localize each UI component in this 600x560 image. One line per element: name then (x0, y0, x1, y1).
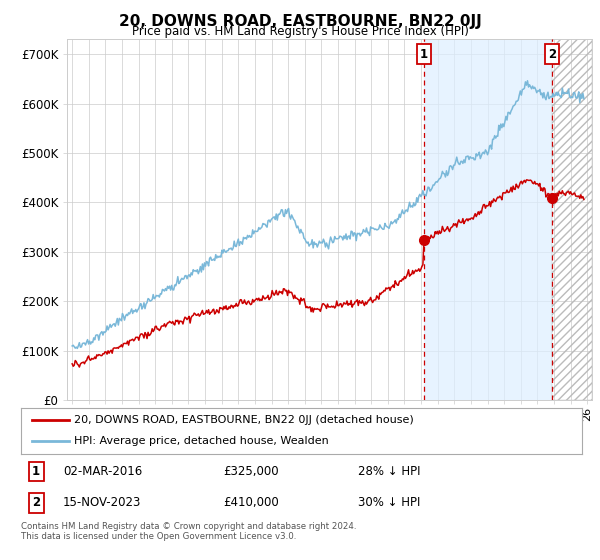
Bar (424, 39, 552, 400)
Text: 28% ↓ HPI: 28% ↓ HPI (358, 465, 420, 478)
Text: 20, DOWNS ROAD, EASTBOURNE, BN22 0JJ (detached house): 20, DOWNS ROAD, EASTBOURNE, BN22 0JJ (de… (74, 415, 414, 425)
Bar (552, 39, 592, 400)
Bar (552, 39, 592, 400)
Text: Price paid vs. HM Land Registry's House Price Index (HPI): Price paid vs. HM Land Registry's House … (131, 25, 469, 38)
Text: 20, DOWNS ROAD, EASTBOURNE, BN22 0JJ: 20, DOWNS ROAD, EASTBOURNE, BN22 0JJ (119, 14, 481, 29)
Text: 2: 2 (32, 496, 40, 510)
Text: £410,000: £410,000 (223, 496, 279, 510)
Text: 02-MAR-2016: 02-MAR-2016 (63, 465, 142, 478)
Text: £325,000: £325,000 (223, 465, 278, 478)
Text: 1: 1 (32, 465, 40, 478)
Text: 30% ↓ HPI: 30% ↓ HPI (358, 496, 420, 510)
Text: HPI: Average price, detached house, Wealden: HPI: Average price, detached house, Weal… (74, 436, 329, 446)
Text: Contains HM Land Registry data © Crown copyright and database right 2024.
This d: Contains HM Land Registry data © Crown c… (21, 522, 356, 542)
Text: 15-NOV-2023: 15-NOV-2023 (63, 496, 142, 510)
Text: 2: 2 (548, 48, 556, 60)
Text: 1: 1 (420, 48, 428, 60)
